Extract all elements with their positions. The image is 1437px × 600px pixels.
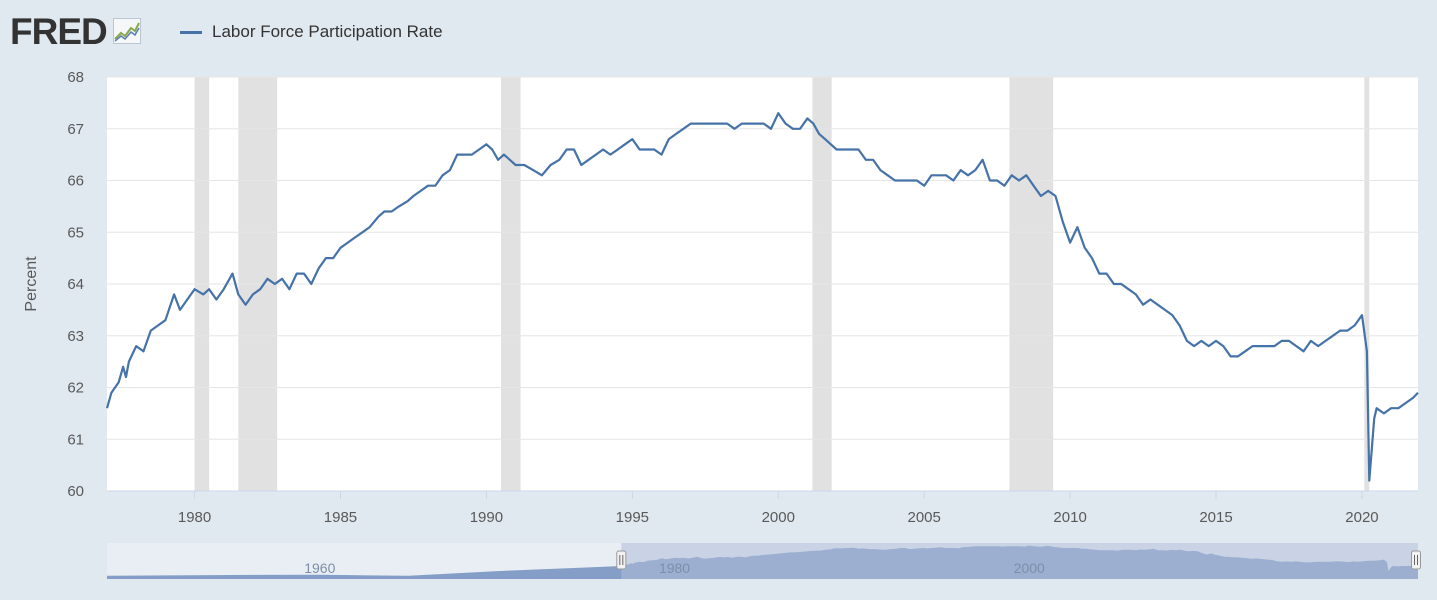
navigator[interactable]: 1960 1980 2000: [107, 543, 1421, 579]
y-tick-label: 62: [67, 380, 84, 397]
y-tick-label: 67: [67, 121, 84, 138]
x-tick-label: 1980: [178, 509, 211, 526]
logo-text: FRED: [10, 11, 108, 52]
x-tick-label: 2015: [1199, 509, 1232, 526]
chart-logo-icon: [112, 18, 141, 49]
navigator-handle-right[interactable]: [1411, 550, 1421, 570]
navigator-selection[interactable]: [621, 543, 1418, 579]
x-axis: 1980 1985 1990 1995 2000 2005 2010 2015 2020: [107, 490, 1418, 526]
chart-legend[interactable]: Labor Force Participation Rate: [180, 22, 443, 42]
navigator-handle-left[interactable]: [616, 550, 627, 570]
navigator-tick-label: 1960: [304, 560, 335, 576]
y-tick-label: 63: [67, 328, 84, 345]
series-line-lfpr[interactable]: [105, 112, 1419, 482]
chart-header: FRED Labor Force Participation Rate: [0, 0, 1437, 66]
y-axis: 60 61 62 63 64 65 66 67 68: [67, 69, 84, 500]
legend-label: Labor Force Participation Rate: [212, 22, 443, 41]
y-tick-label: 68: [67, 69, 84, 86]
navigator-tick-label: 1980: [659, 560, 690, 576]
x-tick-label: 1990: [470, 509, 503, 526]
x-tick-label: 2020: [1345, 509, 1378, 526]
legend-swatch: [180, 30, 202, 34]
x-tick-label: 2005: [907, 509, 940, 526]
handle-grip[interactable]: [616, 550, 627, 570]
x-tick-label: 1995: [616, 509, 649, 526]
y-tick-label: 61: [67, 431, 84, 448]
handle-grip[interactable]: [1411, 550, 1421, 570]
y-axis-label: Percent: [23, 256, 40, 312]
y-tick-label: 65: [67, 224, 84, 241]
y-tick-label: 66: [67, 173, 84, 190]
fred-logo[interactable]: FRED: [10, 12, 141, 52]
navigator-labels: 1960 1980 2000: [304, 560, 1045, 576]
x-tick-label: 2000: [762, 509, 795, 526]
x-tick-label: 1985: [324, 509, 357, 526]
x-tick-label: 2010: [1053, 509, 1086, 526]
navigator-tick-label: 2000: [1014, 560, 1045, 576]
y-tick-label: 64: [67, 276, 84, 293]
y-tick-label: 60: [67, 483, 84, 500]
